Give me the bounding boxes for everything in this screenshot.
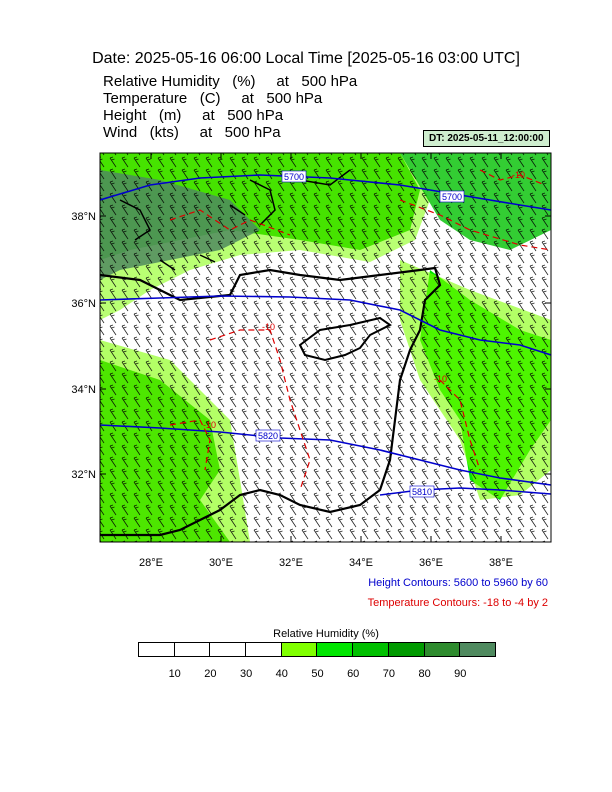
temperature-contour-legend: Temperature Contours: -18 to -4 by 2: [367, 597, 548, 609]
height-contour-legend: Height Contours: 5600 to 5960 by 60: [368, 577, 548, 589]
colorbar-tick-label: 60: [347, 668, 360, 680]
lon-axis: 28°E 30°E 32°E 34°E 36°E 38°E: [139, 153, 513, 569]
temp-label-3: -10: [434, 374, 447, 384]
height-contour-1: [100, 174, 551, 211]
wind-barbs: [100, 153, 551, 542]
colorbar-tick-label: 90: [454, 668, 467, 680]
lat-axis: 38°N 36°N 34°N 32°N: [71, 211, 551, 481]
colorbar-cell: [352, 642, 389, 657]
height-label-1: 5700: [284, 172, 304, 182]
height-contour-3: [100, 424, 551, 486]
temp-labels: -10 -10 -10 -10: [203, 170, 525, 430]
temp-label-1: -10: [262, 322, 275, 332]
temp-contour-3: [169, 379, 481, 471]
lat-label-34: 34°N: [71, 384, 96, 396]
colorbar-tick-label: 30: [239, 668, 253, 680]
field-rh: Relative Humidity (%) at 500 hPa: [103, 73, 358, 90]
temp-contour-2: [209, 329, 311, 491]
field-list: Relative Humidity (%) at 500 hPa Tempera…: [103, 73, 357, 141]
lon-label-34: 34°E: [349, 557, 373, 569]
field-temperature: Temperature (C) at 500 hPa: [103, 90, 323, 107]
coastline: [100, 266, 442, 537]
cyprus-outline: [298, 316, 392, 362]
plot-area: 5700 5700 5820 5810 -10 -10 -10 -10: [100, 153, 551, 542]
colorbar-cell: [280, 642, 318, 657]
height-label-2: 5700: [442, 192, 462, 202]
colorbar-tick-label: 20: [204, 668, 217, 680]
height-labels: 5700 5700 5820 5810: [255, 170, 465, 498]
colorbar-cell: [245, 642, 282, 657]
aegean-islands: [119, 169, 351, 271]
lon-label-36: 36°E: [419, 557, 443, 569]
colorbar-tick-label: 10: [168, 668, 181, 680]
colorbar-cell: [316, 642, 354, 657]
colorbar-tick-label: 50: [311, 668, 324, 680]
height-label-3: 5820: [258, 431, 278, 441]
lat-label-36: 36°N: [71, 298, 96, 310]
lon-label-38: 38°E: [489, 557, 513, 569]
colorbar-cell: [173, 642, 211, 657]
colorbar-tick-label: 40: [275, 668, 288, 680]
colorbar-cell: [459, 642, 496, 657]
lon-label-30: 30°E: [209, 557, 233, 569]
colorbar-tick-label: 80: [418, 668, 431, 680]
colorbar-title: Relative Humidity (%): [273, 628, 379, 640]
dt-label: DT: 2025-05-11_12:00:00: [423, 130, 550, 147]
temp-label-4: -10: [512, 170, 525, 180]
temp-contour-1: [169, 199, 551, 251]
chart-title: Date: 2025-05-16 06:00 Local Time [2025-…: [92, 50, 520, 67]
temp-label-2: -10: [203, 420, 216, 430]
lat-label-38: 38°N: [71, 211, 96, 223]
colorbar-tick-label: 70: [382, 668, 396, 680]
height-contour-4: [379, 487, 551, 496]
colorbar-cell: [138, 642, 175, 657]
plot-frame: [99, 152, 552, 543]
field-wind: Wind (kts) at 500 hPa: [103, 124, 281, 141]
lat-label-32: 32°N: [71, 469, 96, 481]
colorbar-cell: [209, 642, 247, 657]
height-contour-2: [100, 295, 551, 356]
temp-contour-4: [479, 169, 546, 186]
colorbar-cell: [423, 642, 461, 657]
colorbar-cell: [387, 642, 425, 657]
field-height: Height (m) at 500 hPa: [103, 107, 284, 124]
lon-label-32: 32°E: [279, 557, 303, 569]
lon-label-28: 28°E: [139, 557, 163, 569]
height-label-4: 5810: [412, 487, 432, 497]
colorbar: [138, 642, 496, 657]
